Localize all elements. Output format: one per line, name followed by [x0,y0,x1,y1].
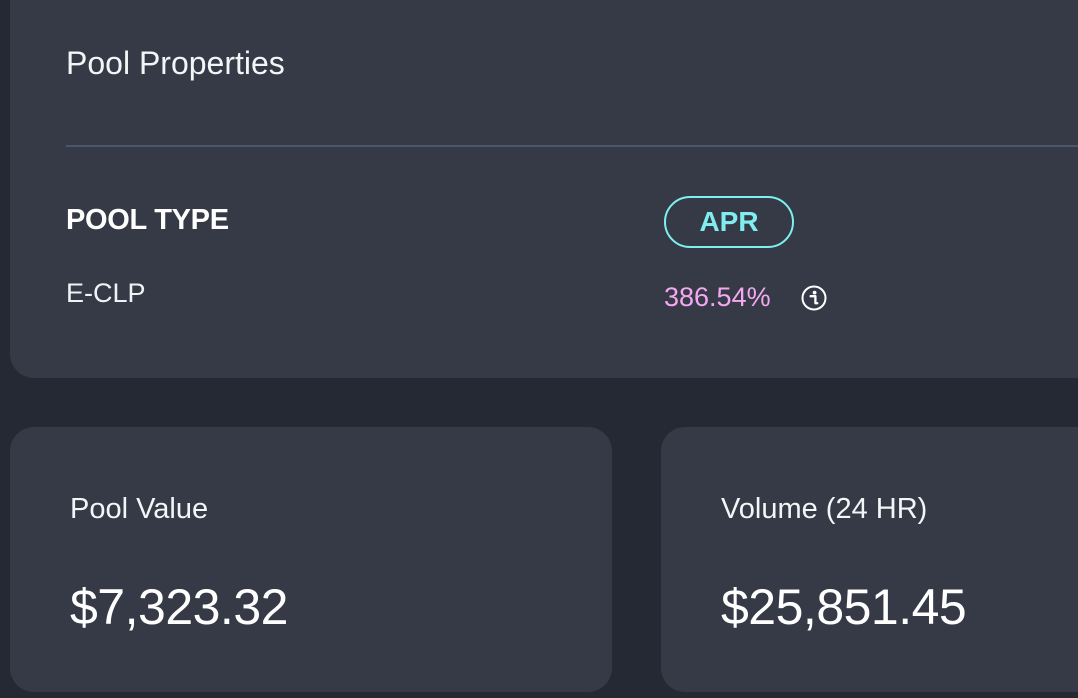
pool-type-value: E-CLP [66,278,146,308]
volume-label: Volume (24 HR) [721,493,928,525]
pool-value-amount: $7,323.32 [70,579,288,635]
pool-value-label: Pool Value [70,493,209,525]
apr-badge: APR [664,196,794,248]
volume-card: Volume (24 HR) $25,851.45 [661,427,1078,692]
apr-value: 386.54% [664,282,771,312]
volume-amount: $25,851.45 [721,579,967,635]
pool-properties-card: Pool Properties POOL TYPE E-CLP APR 386.… [10,0,1078,378]
pool-type-label: POOL TYPE [66,204,229,236]
apr-badge-label: APR [699,206,759,237]
pool-properties-title: Pool Properties [66,45,285,81]
pool-value-card: Pool Value $7,323.32 [10,427,612,692]
section-divider [66,145,1078,147]
info-icon[interactable] [800,284,828,312]
